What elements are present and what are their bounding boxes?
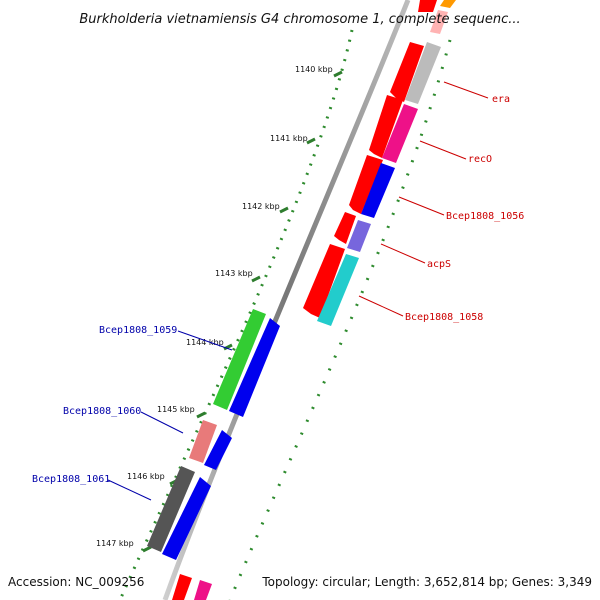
gene-label-bcep1808-1058[interactable]: Bcep1808_1058 bbox=[405, 312, 483, 323]
cds-feature[interactable] bbox=[369, 95, 403, 158]
connector-bcep1808-1056 bbox=[398, 196, 445, 216]
map-title: Burkholderia vietnamiensis G4 chromosome… bbox=[79, 12, 520, 27]
gene-feature-bcep1808-1058[interactable] bbox=[317, 254, 359, 326]
cds-track-right bbox=[303, 0, 437, 318]
gene-feature-bcep1808-1060[interactable] bbox=[189, 420, 217, 463]
tick-mark bbox=[142, 545, 152, 553]
connector-acps bbox=[380, 243, 426, 264]
tick-label: 1140 kbp bbox=[295, 65, 333, 74]
tick-mark bbox=[279, 206, 289, 214]
gene-feature-era-body[interactable] bbox=[405, 42, 441, 104]
tick-marks bbox=[142, 70, 343, 553]
gene-feature-blue-left-3[interactable] bbox=[162, 477, 211, 560]
gene-label-reco[interactable]: recO bbox=[468, 154, 492, 165]
tick-label: 1144 kbp bbox=[186, 338, 224, 347]
gene-label-bcep1808-1056[interactable]: Bcep1808_1056 bbox=[446, 211, 524, 222]
gene-feature-orange[interactable] bbox=[440, 0, 456, 8]
cds-feature[interactable] bbox=[334, 212, 356, 244]
tick-mark bbox=[251, 275, 261, 283]
tick-label: 1146 kbp bbox=[127, 472, 165, 481]
tick-label: 1143 kbp bbox=[215, 269, 253, 278]
gene-feature-era[interactable] bbox=[430, 10, 448, 34]
cds-feature[interactable] bbox=[418, 0, 437, 12]
gene-feature-bcep1808-1059[interactable] bbox=[213, 309, 266, 410]
connector-bcep1808-1058 bbox=[358, 295, 404, 317]
accession-text: Accession: NC_009256 bbox=[8, 575, 144, 589]
cds-feature[interactable] bbox=[303, 244, 345, 318]
tick-label: 1142 kbp bbox=[242, 202, 280, 211]
gene-label-bcep1808-1060[interactable]: Bcep1808_1060 bbox=[63, 406, 141, 417]
gene-label-bcep1808-1061[interactable]: Bcep1808_1061 bbox=[32, 474, 110, 485]
connector-bcep1808-1061 bbox=[107, 479, 152, 501]
connector-reco bbox=[419, 140, 467, 160]
gene-label-acps[interactable]: acpS bbox=[427, 259, 451, 270]
gene-track-left bbox=[147, 309, 280, 560]
gene-track-right bbox=[317, 0, 456, 326]
gene-feature-bcep1808-1056[interactable] bbox=[361, 163, 395, 218]
tick-label: 1145 kbp bbox=[157, 405, 195, 414]
gene-feature-bcep1808-1061[interactable] bbox=[147, 466, 195, 552]
gene-feature-pink-bottom[interactable] bbox=[194, 580, 212, 600]
tick-mark bbox=[223, 343, 233, 351]
connector-bcep1808-1059 bbox=[177, 330, 233, 351]
gene-feature-blue-left-2[interactable] bbox=[204, 430, 232, 470]
tick-mark bbox=[196, 411, 206, 419]
label-connectors-right bbox=[358, 81, 489, 317]
gene-track-bottom bbox=[172, 574, 212, 600]
topology-summary: Topology: circular; Length: 3,652,814 bp… bbox=[261, 575, 592, 589]
gene-feature-blue-left-1[interactable] bbox=[229, 318, 280, 417]
gene-label-bcep1808-1059[interactable]: Bcep1808_1059 bbox=[99, 325, 177, 336]
label-connectors-left bbox=[107, 330, 233, 501]
gene-label-era[interactable]: era bbox=[492, 94, 510, 105]
backbone-ring bbox=[162, 0, 411, 600]
cds-feature[interactable] bbox=[172, 574, 192, 600]
tick-mark bbox=[306, 137, 316, 145]
gene-feature-reco[interactable] bbox=[382, 104, 418, 163]
tick-label: 1141 kbp bbox=[270, 134, 308, 143]
cds-feature[interactable] bbox=[390, 42, 424, 102]
connector-bcep1808-1060 bbox=[140, 411, 184, 434]
gc-content-track-outer bbox=[118, 29, 354, 600]
tick-label: 1147 kbp bbox=[96, 539, 134, 548]
connector-era bbox=[443, 81, 489, 99]
cds-feature[interactable] bbox=[349, 155, 383, 214]
gene-feature-acps[interactable] bbox=[347, 220, 371, 252]
tick-mark bbox=[333, 70, 343, 78]
